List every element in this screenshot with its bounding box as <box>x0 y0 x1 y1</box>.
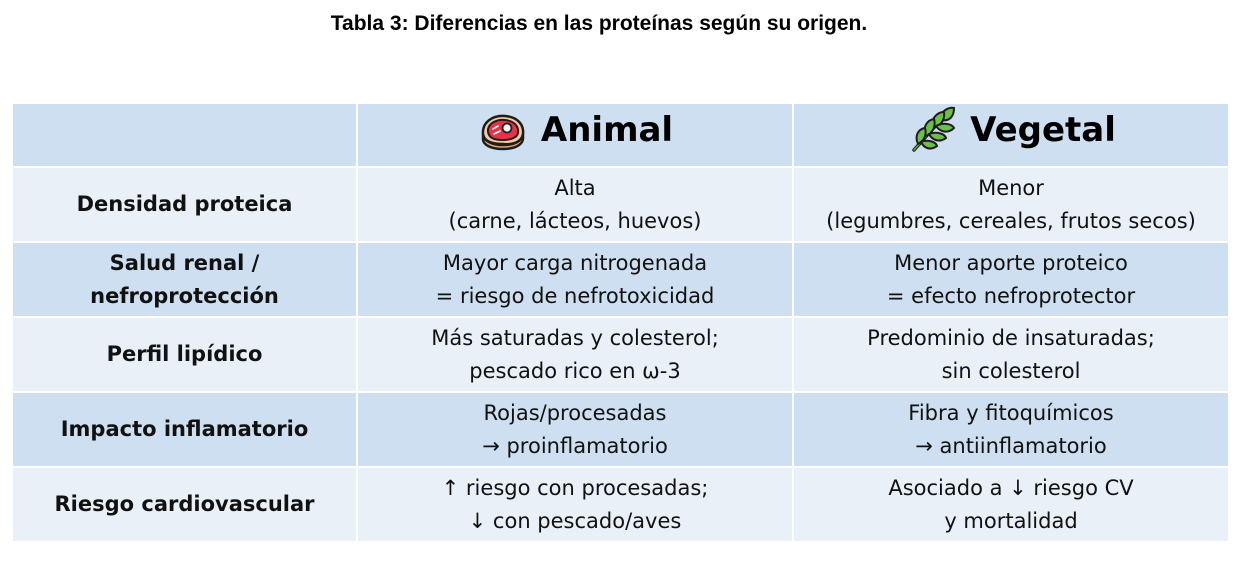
row-label: Riesgo cardiovascular <box>11 466 358 543</box>
vegetal-cell: Predominio de insaturadas; sin colestero… <box>792 316 1230 393</box>
vegetal-cell: Menor (legumbres, cereales, frutos secos… <box>792 166 1230 243</box>
protein-comparison-table: Animal <box>11 102 1230 543</box>
cell-line: ↓ con pescado/aves <box>468 508 682 533</box>
row-label: Densidad proteica <box>11 166 358 243</box>
vegetal-cell: Menor aporte proteico = efecto nefroprot… <box>792 241 1230 318</box>
row-label-line: Densidad proteica <box>76 192 293 216</box>
cell-line: Alta <box>554 175 596 200</box>
cell-line: Menor aporte proteico <box>894 250 1128 275</box>
row-label: Perfil lipídico <box>11 316 358 393</box>
meat-icon <box>477 104 529 156</box>
animal-cell: Rojas/procesadas → proinflamatorio <box>356 391 794 468</box>
cell-line: Predominio de insaturadas; <box>867 325 1155 350</box>
cell-line: Fibra y fitoquímicos <box>908 400 1114 425</box>
cell-line: Menor <box>978 175 1044 200</box>
row-label-line: Perfil lipídico <box>106 342 263 366</box>
cell-line: = riesgo de nefrotoxicidad <box>435 283 715 308</box>
cell-line: → antiinflamatorio <box>915 433 1107 458</box>
cell-line: sin colesterol <box>941 358 1081 383</box>
header-animal-label: Animal <box>540 109 674 150</box>
row-label-line: Salud renal / <box>109 250 260 275</box>
header-vegetal-label: Vegetal <box>970 109 1116 150</box>
table-row: Perfil lipídico Más saturadas y colester… <box>11 316 1230 393</box>
header-empty-cell <box>11 102 358 168</box>
vegetal-cell: Fibra y fitoquímicos → antiinflamatorio <box>792 391 1230 468</box>
cell-line: y mortalidad <box>944 508 1078 533</box>
cell-line: (legumbres, cereales, frutos secos) <box>826 208 1196 233</box>
row-label-line: Impacto inflamatorio <box>60 417 309 441</box>
header-vegetal: Vegetal <box>792 102 1230 168</box>
cell-line: pescado rico en ω-3 <box>469 358 681 383</box>
table-title: Tabla 3: Diferencias en las proteínas se… <box>330 12 868 35</box>
row-label: Impacto inflamatorio <box>11 391 358 468</box>
cell-line: = efecto nefroprotector <box>886 283 1136 308</box>
row-label: Salud renal / nefroprotección <box>11 241 358 318</box>
table-row: Densidad proteica Alta (carne, lácteos, … <box>11 166 1230 243</box>
animal-cell: Mayor carga nitrogenada = riesgo de nefr… <box>356 241 794 318</box>
header-animal: Animal <box>356 102 794 168</box>
animal-cell: Alta (carne, lácteos, huevos) <box>356 166 794 243</box>
row-label-line: Riesgo cardiovascular <box>54 492 315 516</box>
animal-cell: Más saturadas y colesterol; pescado rico… <box>356 316 794 393</box>
cell-line: Rojas/procesadas <box>483 400 667 425</box>
cell-line: ↑ riesgo con procesadas; <box>441 475 709 500</box>
vegetal-cell: Asociado a ↓ riesgo CV y mortalidad <box>792 466 1230 543</box>
cell-line: Más saturadas y colesterol; <box>431 325 719 350</box>
animal-cell: ↑ riesgo con procesadas; ↓ con pescado/a… <box>356 466 794 543</box>
table-row: Salud renal / nefroprotección Mayor carg… <box>11 241 1230 318</box>
row-label-line: nefroprotección <box>90 283 279 308</box>
table-header-row: Animal <box>11 102 1230 168</box>
cell-line: Asociado a ↓ riesgo CV <box>888 475 1134 500</box>
leaf-icon <box>906 104 958 156</box>
cell-line: → proinflamatorio <box>482 433 668 458</box>
cell-line: Mayor carga nitrogenada <box>442 250 708 275</box>
table-row: Riesgo cardiovascular ↑ riesgo con proce… <box>11 466 1230 543</box>
cell-line: (carne, lácteos, huevos) <box>448 208 702 233</box>
table-row: Impacto inflamatorio Rojas/procesadas → … <box>11 391 1230 468</box>
